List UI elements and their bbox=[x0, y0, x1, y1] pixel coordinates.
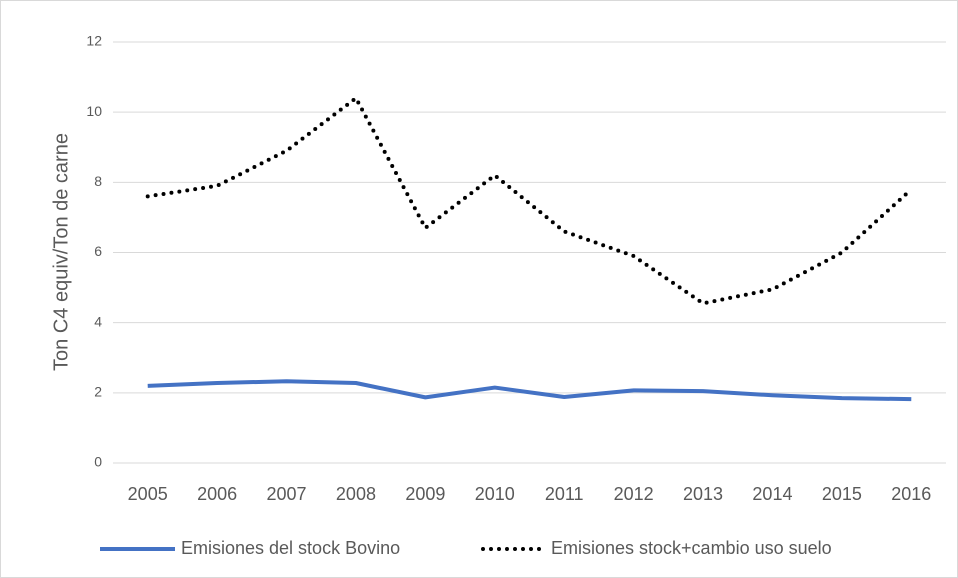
series-line bbox=[145, 95, 914, 306]
legend-label: Emisiones stock+cambio uso suelo bbox=[551, 538, 832, 558]
x-tick-label: 2009 bbox=[405, 484, 445, 504]
x-tick-label: 2008 bbox=[336, 484, 376, 504]
x-tick-label: 2016 bbox=[891, 484, 931, 504]
x-tick-label: 2006 bbox=[197, 484, 237, 504]
y-tick-label: 10 bbox=[86, 103, 102, 119]
y-tick-label: 6 bbox=[94, 243, 102, 259]
y-tick-label: 0 bbox=[94, 454, 102, 470]
legend-label: Emisiones del stock Bovino bbox=[181, 538, 400, 558]
y-tick-label: 12 bbox=[86, 33, 102, 49]
x-tick-label: 2014 bbox=[752, 484, 792, 504]
x-tick-label: 2011 bbox=[545, 484, 584, 504]
x-tick-label: 2005 bbox=[128, 484, 168, 504]
series-line bbox=[147, 379, 912, 402]
y-tick-label: 4 bbox=[94, 313, 102, 329]
x-tick-label: 2013 bbox=[683, 484, 723, 504]
x-tick-label: 2012 bbox=[614, 484, 654, 504]
x-tick-label: 2010 bbox=[475, 484, 515, 504]
y-tick-label: 2 bbox=[94, 384, 102, 400]
y-tick-label: 8 bbox=[94, 173, 102, 189]
x-tick-label: 2007 bbox=[267, 484, 307, 504]
x-tick-label: 2015 bbox=[822, 484, 862, 504]
y-axis-label: Ton C4 equiv/Ton de carne bbox=[50, 133, 72, 371]
